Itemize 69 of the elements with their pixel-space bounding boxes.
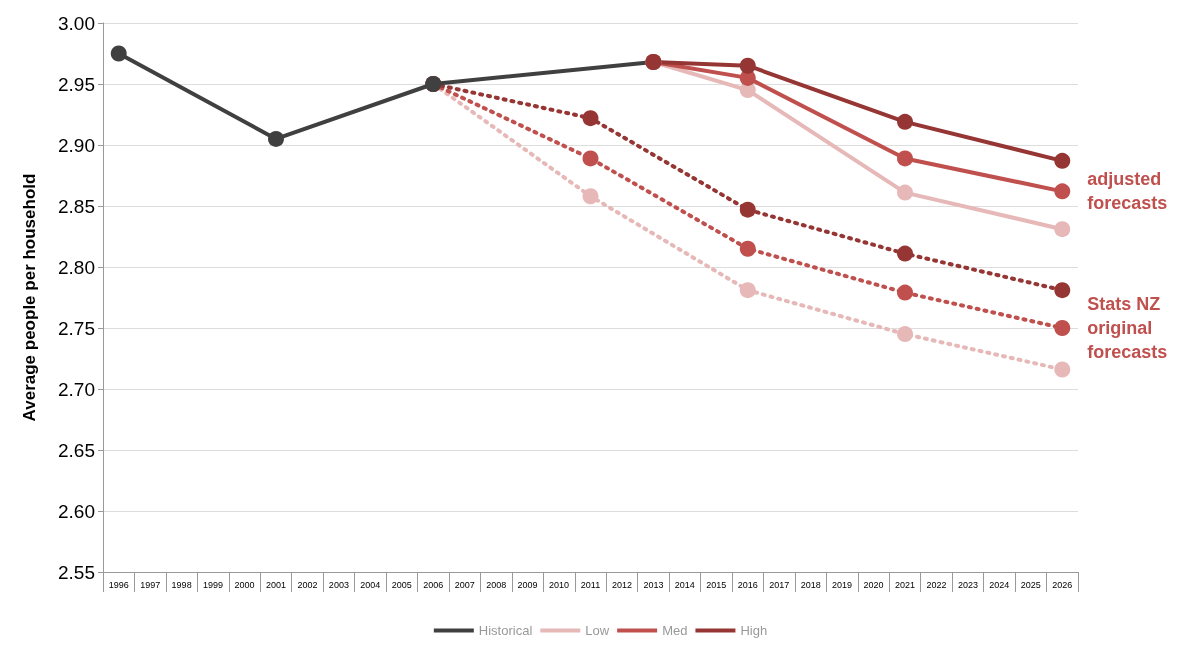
x-tick-label: 2011 [580, 579, 601, 590]
x-tick-label: 2022 [926, 579, 947, 590]
point [897, 284, 914, 301]
y-tick-label: 2.75 [58, 317, 95, 339]
x-tick-label: 2015 [706, 579, 727, 590]
y-tick-label: 2.95 [58, 73, 95, 95]
point [110, 45, 127, 62]
x-tick-label: 2024 [989, 579, 1010, 590]
point [897, 113, 914, 130]
point [897, 245, 914, 262]
x-tick-label: 2010 [549, 579, 570, 590]
legend-label: Low [585, 623, 610, 638]
point [582, 188, 599, 205]
y-tick-label: 2.55 [58, 561, 95, 583]
point [897, 326, 914, 343]
y-tick-label: 2.85 [58, 195, 95, 217]
point [268, 130, 284, 147]
y-axis-title: Average people per household [20, 173, 39, 422]
point [582, 150, 599, 167]
x-tick-label: 2021 [895, 579, 916, 590]
point [1054, 221, 1071, 238]
x-tick-label: 2006 [423, 579, 444, 590]
point [1054, 320, 1071, 336]
x-tick-label: 2013 [643, 579, 664, 590]
x-tick-label: 2025 [1020, 579, 1041, 590]
y-tick-label: 2.60 [58, 500, 95, 522]
point [582, 110, 599, 127]
x-tick-label: 2023 [957, 579, 978, 590]
point [897, 150, 914, 167]
x-tick-label: 1997 [140, 579, 161, 590]
y-tick-label: 3.00 [58, 12, 95, 34]
x-tick-label: 2018 [800, 579, 821, 590]
point [897, 184, 914, 201]
x-tick-label: 1999 [203, 579, 224, 590]
y-tick-label: 2.70 [58, 378, 95, 400]
y-tick-label: 2.80 [58, 256, 95, 278]
point [1054, 152, 1071, 169]
point [739, 201, 756, 218]
point [739, 57, 756, 74]
legend-label: Historical [478, 623, 533, 638]
x-tick-label: 2007 [454, 579, 475, 590]
x-tick-label: 2012 [611, 579, 632, 590]
y-tick-label: 2.90 [58, 134, 95, 156]
annotation: adjusted forecasts [1087, 169, 1168, 214]
x-tick-label: 2003 [328, 579, 349, 590]
x-tick-label: 2000 [234, 579, 255, 590]
x-tick-label: 2009 [517, 579, 538, 590]
x-tick-label: 2001 [265, 579, 286, 590]
x-tick-label: 2014 [674, 579, 695, 590]
x-tick-label: 2008 [486, 579, 507, 590]
point [739, 240, 756, 257]
x-tick-label: 2004 [360, 579, 381, 590]
y-tick-label: 2.65 [58, 439, 95, 461]
annotation: Stats NZ original forecasts [1087, 294, 1168, 362]
x-tick-label: 2016 [737, 579, 758, 590]
legend-label: High [740, 623, 768, 638]
legend-label: Med [662, 623, 688, 638]
point [1054, 361, 1071, 378]
x-tick-label: 2005 [391, 579, 412, 590]
point [1054, 183, 1071, 200]
x-tick-label: 1996 [108, 579, 129, 590]
x-tick-label: 1998 [171, 579, 192, 590]
x-tick-label: 2020 [863, 579, 884, 590]
point [739, 282, 756, 299]
x-tick-label: 2026 [1052, 579, 1073, 590]
x-tick-label: 2019 [832, 579, 853, 590]
point [1054, 282, 1071, 299]
x-tick-label: 2017 [769, 579, 790, 590]
x-tick-label: 2002 [297, 579, 318, 590]
